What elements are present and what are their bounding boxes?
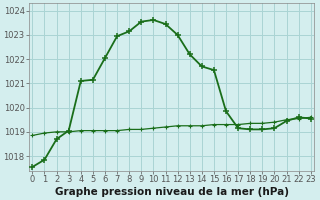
X-axis label: Graphe pression niveau de la mer (hPa): Graphe pression niveau de la mer (hPa) [55, 187, 289, 197]
